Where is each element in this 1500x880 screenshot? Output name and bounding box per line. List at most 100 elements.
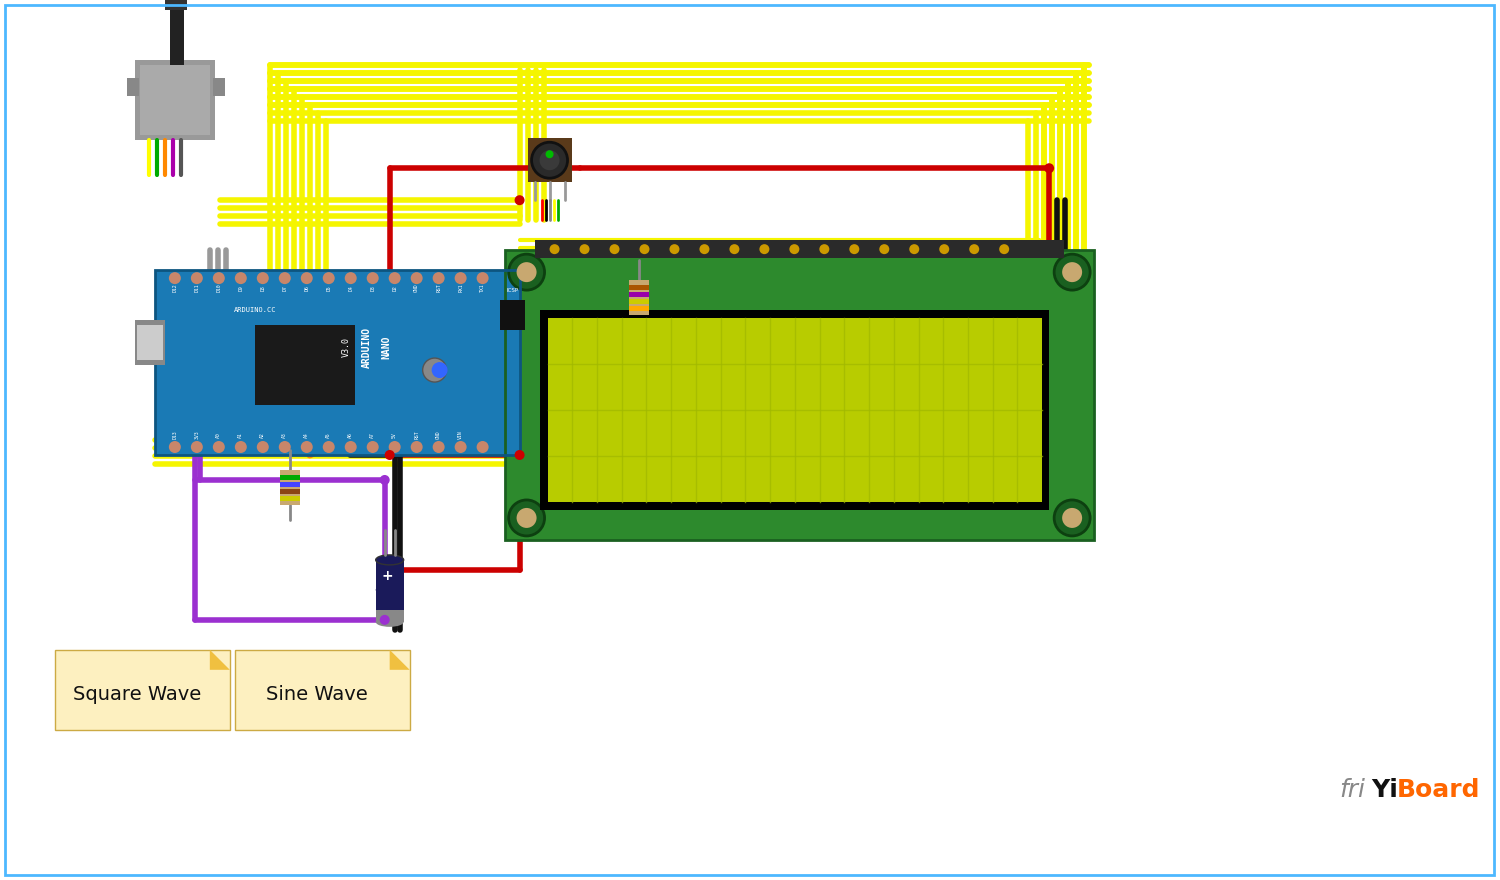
Bar: [630, 299, 650, 304]
Circle shape: [388, 272, 400, 284]
Text: Sine Wave: Sine Wave: [266, 686, 368, 704]
Text: D6: D6: [304, 285, 309, 291]
Circle shape: [170, 272, 182, 284]
Circle shape: [759, 244, 770, 254]
Circle shape: [477, 272, 489, 284]
Polygon shape: [210, 649, 230, 670]
Circle shape: [1054, 254, 1090, 290]
Circle shape: [514, 450, 525, 460]
Text: D11: D11: [195, 284, 200, 292]
Text: ICSP: ICSP: [507, 288, 519, 293]
Bar: [630, 285, 650, 290]
Circle shape: [190, 272, 202, 284]
Circle shape: [879, 244, 890, 254]
Bar: [630, 280, 650, 315]
Text: NANO: NANO: [381, 335, 392, 359]
Polygon shape: [390, 649, 410, 670]
Text: A5: A5: [326, 432, 332, 438]
Text: Board: Board: [1396, 778, 1480, 802]
Circle shape: [454, 272, 466, 284]
Bar: [528, 138, 572, 182]
Ellipse shape: [375, 617, 404, 627]
Circle shape: [345, 272, 357, 284]
Bar: [375, 610, 404, 622]
Text: 5V: 5V: [392, 432, 398, 438]
Text: A1: A1: [238, 432, 243, 438]
Circle shape: [579, 244, 590, 254]
Circle shape: [1062, 508, 1082, 528]
Bar: [280, 482, 300, 487]
Circle shape: [509, 254, 544, 290]
Bar: [154, 270, 519, 455]
Circle shape: [819, 244, 830, 254]
Text: 3V3: 3V3: [195, 430, 200, 439]
Bar: [540, 310, 1048, 510]
Circle shape: [509, 500, 544, 536]
Text: A4: A4: [304, 432, 309, 438]
Bar: [375, 560, 404, 620]
Text: A2: A2: [261, 432, 266, 438]
Circle shape: [639, 244, 650, 254]
Bar: [280, 496, 300, 501]
Circle shape: [969, 244, 980, 254]
Bar: [128, 78, 140, 96]
Circle shape: [1054, 500, 1090, 536]
Circle shape: [909, 244, 920, 254]
Text: D4: D4: [348, 285, 352, 291]
Bar: [548, 318, 1042, 502]
Circle shape: [411, 272, 423, 284]
Text: fri: fri: [1340, 778, 1365, 802]
Text: RST: RST: [436, 284, 441, 292]
Text: D5: D5: [326, 285, 332, 291]
Bar: [280, 470, 300, 505]
Bar: [236, 649, 410, 730]
Text: A3: A3: [282, 432, 288, 438]
Circle shape: [609, 244, 619, 254]
Circle shape: [939, 244, 950, 254]
Text: TX1: TX1: [480, 284, 484, 292]
Circle shape: [432, 362, 447, 378]
Circle shape: [516, 508, 537, 528]
Text: D8: D8: [261, 285, 266, 291]
Text: D7: D7: [282, 285, 288, 291]
Text: D12: D12: [172, 284, 177, 292]
Bar: [280, 489, 300, 494]
Text: ARDUINO.CC: ARDUINO.CC: [234, 307, 276, 313]
Circle shape: [531, 143, 567, 179]
Circle shape: [345, 441, 357, 453]
Circle shape: [366, 272, 378, 284]
Circle shape: [432, 272, 444, 284]
Text: GND: GND: [414, 284, 419, 292]
Bar: [170, 0, 184, 65]
Text: Yi: Yi: [1371, 778, 1398, 802]
Circle shape: [1062, 262, 1082, 282]
Circle shape: [423, 358, 447, 382]
Circle shape: [279, 441, 291, 453]
Bar: [280, 475, 300, 480]
Text: A7: A7: [370, 432, 375, 438]
Text: +: +: [381, 568, 393, 583]
Bar: [135, 320, 165, 365]
Ellipse shape: [375, 555, 404, 565]
Circle shape: [279, 272, 291, 284]
Text: D13: D13: [172, 430, 177, 439]
Circle shape: [514, 195, 525, 205]
Text: Square Wave: Square Wave: [74, 686, 201, 704]
Circle shape: [388, 441, 400, 453]
Circle shape: [454, 441, 466, 453]
Bar: [630, 306, 650, 312]
Text: RST: RST: [414, 430, 419, 439]
Circle shape: [384, 450, 394, 460]
Bar: [504, 250, 1094, 540]
Circle shape: [540, 150, 560, 170]
Circle shape: [366, 441, 378, 453]
Bar: [534, 240, 1064, 258]
Text: RX1: RX1: [458, 284, 464, 292]
Text: A6: A6: [348, 432, 352, 438]
Text: VIN: VIN: [458, 430, 464, 439]
Bar: [213, 78, 225, 96]
Bar: [136, 325, 164, 360]
Circle shape: [190, 441, 202, 453]
Text: D9: D9: [238, 285, 243, 291]
Circle shape: [236, 272, 248, 284]
